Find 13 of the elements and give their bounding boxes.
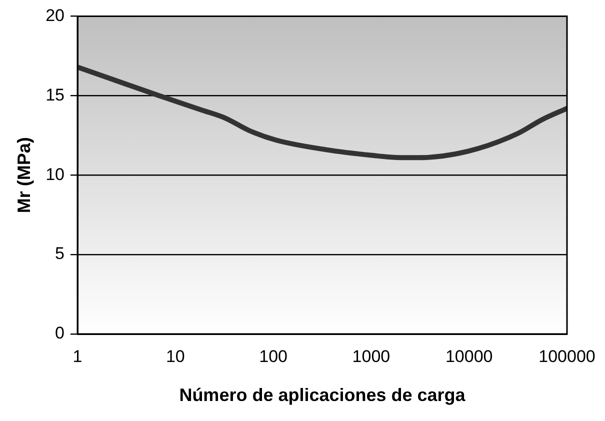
y-tick-label: 10 [46, 164, 65, 184]
x-tick-label: 1 [72, 346, 82, 366]
x-tick-label: 10000 [445, 346, 493, 366]
y-tick-label: 20 [46, 6, 65, 25]
y-tick-label: 15 [46, 85, 65, 104]
x-axis-title: Número de aplicaciones de carga [179, 385, 466, 406]
y-tick-label: 0 [55, 324, 65, 343]
y-tick-label: 5 [55, 244, 65, 264]
x-tick-label: 100 [259, 346, 288, 366]
y-axis-title: Mr (MPa) [14, 137, 34, 214]
x-tick-label: 100000 [538, 346, 596, 366]
x-tick-label: 1000 [352, 346, 390, 366]
x-tick-label: 10 [166, 346, 185, 366]
